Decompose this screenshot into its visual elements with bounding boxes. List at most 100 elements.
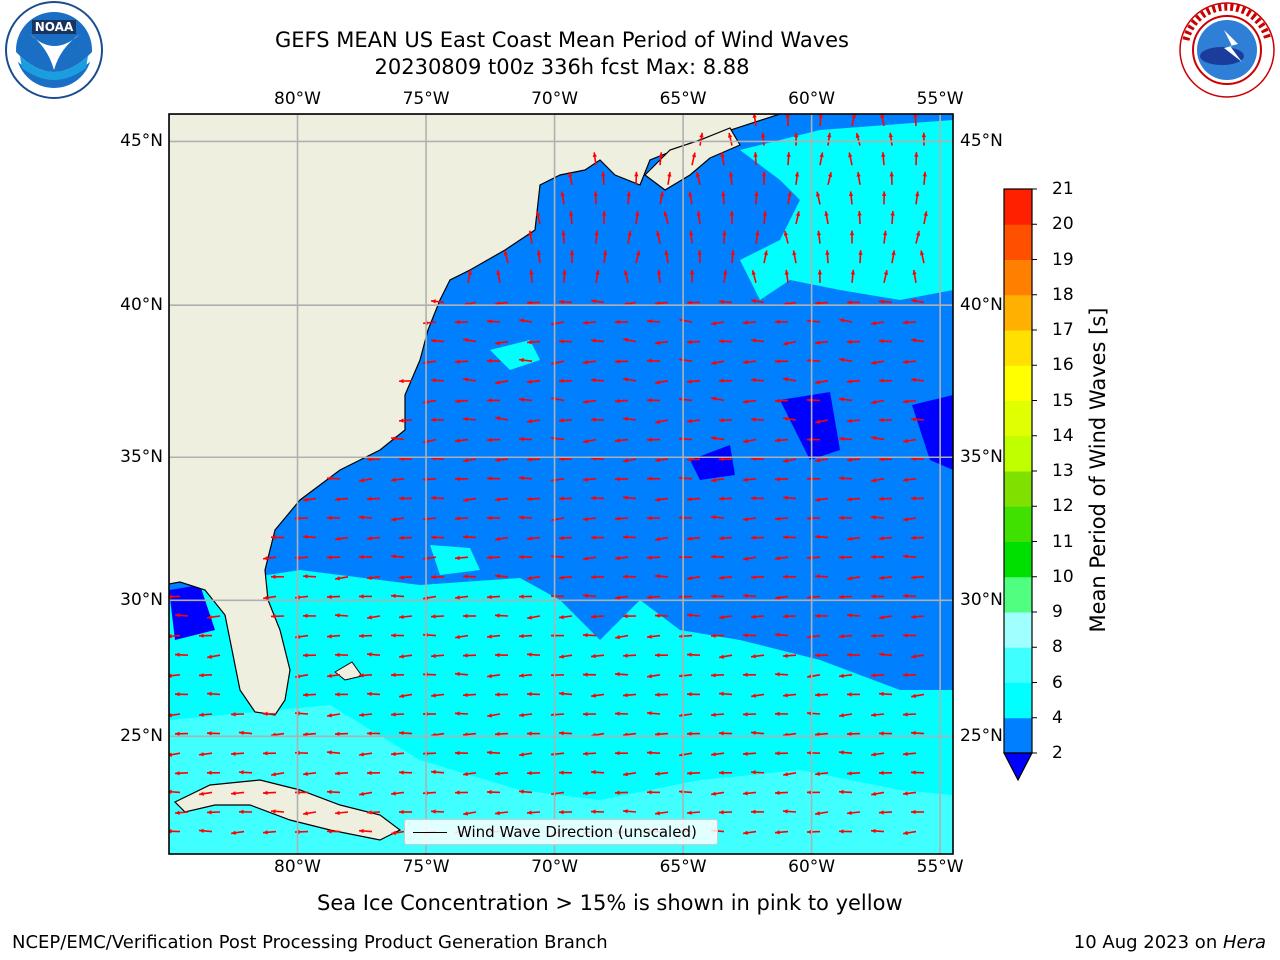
wave-direction-arrow: [856, 171, 861, 185]
wave-direction-arrow: [656, 269, 662, 283]
wave-direction-arrow: [646, 515, 661, 521]
wave-direction-arrow: [558, 691, 573, 696]
wave-direction-arrow: [754, 191, 759, 205]
wave-direction-arrow: [902, 712, 917, 717]
wave-direction-arrow: [390, 554, 405, 559]
wave-direction-arrow: [590, 338, 605, 343]
wave-direction-arrow: [527, 419, 541, 424]
wave-direction-arrow: [774, 751, 789, 756]
wave-direction-arrow: [718, 691, 733, 696]
wave-direction-arrow: [902, 672, 917, 678]
wave-direction-arrow: [487, 713, 501, 718]
wave-direction-arrow: [878, 378, 893, 383]
wave-direction-arrow: [390, 633, 405, 638]
wave-direction-arrow: [582, 632, 597, 638]
wave-direction-arrow: [686, 379, 701, 384]
wave-direction-arrow: [784, 269, 789, 283]
wave-direction-arrow: [486, 358, 501, 364]
wave-direction-arrow: [774, 319, 789, 325]
wave-direction-arrow: [399, 809, 412, 815]
wave-direction-arrow: [814, 732, 829, 737]
wave-direction-arrow: [430, 378, 445, 383]
wave-direction-arrow: [870, 515, 885, 520]
wave-direction-arrow: [358, 633, 373, 639]
colorbar-tick-label: 6: [1052, 672, 1063, 693]
wave-direction-arrow: [646, 594, 661, 600]
wave-direction-arrow: [262, 751, 277, 756]
wave-direction-arrow: [198, 712, 213, 717]
colorbar: [1003, 188, 1037, 782]
wave-direction-arrow: [750, 535, 765, 540]
wave-direction-arrow: [398, 730, 413, 736]
wave-direction-arrow: [615, 634, 629, 640]
colorbar-segment: [1004, 224, 1032, 260]
wave-direction-arrow: [783, 377, 797, 382]
wave-direction-arrow: [454, 671, 469, 677]
wave-direction-arrow: [238, 770, 253, 775]
wave-direction-arrow: [783, 772, 797, 777]
wave-direction-arrow: [536, 250, 542, 264]
wave-direction-arrow: [814, 771, 829, 776]
lon-tick-label-top: 70°W: [531, 89, 579, 109]
wave-direction-arrow: [687, 575, 701, 581]
wave-direction-arrow: [710, 594, 725, 599]
wave-direction-arrow: [198, 633, 213, 638]
wave-direction-arrow: [655, 536, 669, 542]
wave-direction-arrow: [871, 399, 885, 405]
wave-direction-arrow: [846, 418, 861, 424]
wave-direction-arrow: [582, 516, 597, 522]
wave-direction-arrow: [527, 575, 541, 581]
wave-direction-arrow: [463, 458, 477, 463]
colorbar-segment: [1004, 259, 1032, 296]
wave-direction-arrow: [486, 750, 501, 755]
wave-direction-arrow: [526, 496, 541, 502]
wave-direction-arrow: [750, 338, 765, 343]
wave-direction-arrow: [583, 438, 597, 444]
wave-direction-arrow: [390, 712, 405, 717]
wave-direction-arrow: [742, 320, 757, 325]
wave-direction-arrow: [846, 339, 861, 345]
wave-direction-arrow: [782, 693, 797, 698]
map-legend: Wind Wave Direction (unscaled): [404, 819, 718, 845]
wave-direction-arrow: [806, 711, 821, 716]
wave-direction-arrow: [871, 360, 885, 365]
wave-direction-arrow: [558, 339, 573, 344]
wave-direction-arrow: [806, 397, 821, 403]
wave-direction-arrow: [615, 751, 628, 756]
wave-direction-arrow: [271, 574, 284, 579]
wave-direction-arrow: [614, 711, 629, 716]
wave-direction-arrow: [710, 515, 725, 520]
wave-direction-arrow: [839, 357, 853, 363]
wave-direction-arrow: [358, 828, 373, 834]
footer-machine: Hera: [1222, 932, 1266, 953]
wave-direction-arrow: [667, 171, 672, 185]
wave-direction-arrow: [878, 338, 893, 344]
wave-direction-arrow: [721, 191, 726, 205]
wave-direction-arrow: [454, 555, 469, 561]
wave-direction-arrow: [518, 712, 533, 718]
wave-direction-arrow: [262, 711, 277, 717]
wave-direction-arrow: [622, 809, 637, 814]
wave-direction-arrow: [646, 437, 661, 442]
wave-direction-arrow: [646, 711, 661, 716]
wave-direction-arrow: [814, 574, 829, 579]
wave-direction-arrow: [207, 770, 220, 775]
wave-direction-arrow: [923, 211, 928, 225]
wave-direction-arrow: [463, 613, 476, 619]
wave-direction-arrow: [302, 574, 317, 579]
wave-direction-arrow: [655, 340, 669, 345]
wave-direction-arrow: [366, 536, 381, 541]
wave-direction-arrow: [326, 555, 341, 560]
wave-direction-arrow: [334, 652, 349, 658]
wave-direction-arrow: [774, 790, 789, 796]
wave-direction-arrow: [463, 377, 477, 382]
wave-direction-arrow: [359, 594, 372, 599]
wave-direction-arrow: [560, 191, 565, 205]
wave-direction-arrow: [792, 250, 797, 264]
wave-direction-arrow: [839, 713, 853, 718]
wave-direction-arrow: [454, 516, 469, 521]
wave-direction-arrow: [686, 300, 701, 305]
wave-direction-arrow: [910, 417, 925, 422]
wave-direction-arrow: [774, 556, 789, 561]
wave-direction-arrow: [526, 536, 541, 541]
